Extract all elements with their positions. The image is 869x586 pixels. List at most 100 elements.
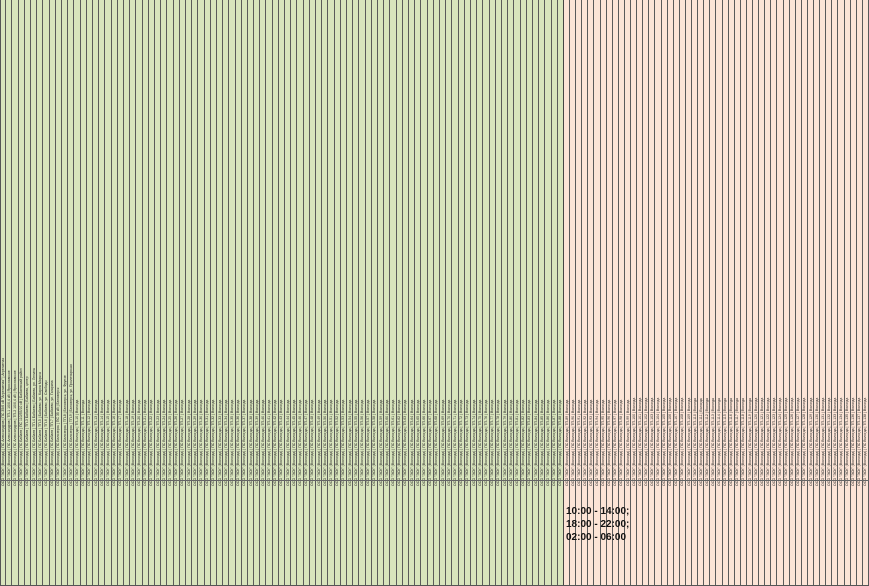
table-row: ООО "ЭСК" (Вологда) | ПС Вологда | ТП-12… — [790, 0, 796, 586]
row-text: ООО "ЭСК" (Вологда) | ПС Вологда | ТП-84… — [533, 399, 538, 486]
table-row: ООО "ЭСК" (Вологда) | ПС Вологда | ТП-27… — [180, 0, 186, 586]
row-text: ООО "ЭСК" (Вологда) | ПС Вологда | ТП-12… — [808, 397, 813, 486]
table-row: ООО "ЭСК" (Вологда) | ПС Вологда | ТП-48… — [310, 0, 317, 586]
table-row: ООО "ЭСК" (Вологда) | ПС Вологда | ТП-61… — [390, 0, 397, 586]
table-row: ООО "ЭСК" (Вологда) | ПС Вологда | ТП-10… — [649, 0, 656, 586]
table-row: ООО "ЭСК" (Вологда) | ПС Вологда | ТП-30… — [198, 0, 205, 586]
table-row: ООО "ЭСК" (Вологда) | ПС Бабаев | ТП-4 Б… — [31, 0, 38, 586]
table-row: ООО "ЭСК" (Вологда) | ПС Вологда | ТП-46… — [297, 0, 304, 586]
table-row: ООО "ЭСК" (Вологда) | ПС Вологда | ТП-90… — [570, 0, 577, 586]
row-text: ООО "ЭСК" (Вологда) | ПС Вологда | ТП-22… — [149, 399, 154, 486]
row-text: ООО "ЭСК" (Вологда) | ПС Вологда | ТП-23… — [155, 399, 160, 486]
row-text: ООО "ЭСК" (Вологда) | ПС Вологда | ТП-83… — [527, 399, 532, 486]
table-row: ООО "ЭСК" (Вологда) | ПС Вологда | ТП-92… — [582, 0, 589, 586]
row-text: ООО "ЭСК" (Вологда) | ПС Вологда | ТП-58… — [372, 399, 377, 486]
row-text: ООО "ЭСК" (Вологда) | ПС Вологда | ТП-34… — [223, 399, 228, 486]
table-row: ООО "ЭСК" (Вологда) | ПС Вологда | ТП-10… — [656, 0, 662, 586]
row-text: ООО "ЭСК" (Вологда) | ПС Вологда | ТП-99… — [625, 399, 630, 486]
table-row: ООО "ЭСК" (Вологда) | ПС Вологда | ТП-13… — [832, 0, 839, 586]
row-text: ООО "ЭСК" (Вологда) | ПС Белозерск | ТП-… — [62, 375, 67, 486]
right-row-group: ООО "ЭСК" (Вологда) | ПС Вологда | ТП-89… — [564, 0, 869, 586]
table-row: ООО "ЭСК" (Вологда) | ПС Вологда | ТП-11… — [704, 0, 711, 586]
table-row: ООО "ЭСК" (Вологда) | ПС Вологда | ТП-60… — [384, 0, 391, 586]
table-row: ООО "ЭСК" (Вологда) | ПС Вологда | ТП-12… — [765, 0, 772, 586]
table-row: ООО "ЭСК" (Вологда) | ПС Вологда | ТП-13… — [839, 0, 845, 586]
shift-time-3: 02:00 - 06:00 — [566, 532, 627, 543]
table-row: ООО "ЭСК" (Вологда) | ПС Вологда | ТП-98… — [619, 0, 625, 586]
table-row: ООО "ЭСК" (Вологда) | ПС Вологда | ТП-80… — [508, 0, 515, 586]
table-row: ООО "ЭСК" (Вологда) | ПС Вологда | ТП-77… — [490, 0, 496, 586]
table-row: ООО "ЭСК" (Вологда) | ПС Вологда | ТП-67… — [428, 0, 434, 586]
table-row: ООО "ЭСК" (Вологда) | ПС Бабаев | ТП-3 Б… — [25, 0, 31, 586]
table-row: ООО "ЭСК" (Вологда) | ПС Бабаев | ТП-5 |… — [37, 0, 44, 586]
row-text: ООО "ЭСК" (Вологда) | ПС Вологда | ТП-10… — [680, 397, 685, 486]
table-row: ООО "ЭСК" (Вологда) | ПС Вологда | ТП-18… — [124, 0, 131, 586]
table-row: ООО "ЭСК" (Вологда) | ПС Вологда | ТП-13… — [845, 0, 851, 586]
table-row: ООО "ЭСК" (Вологда) | ПС Вологда | ТП-25… — [167, 0, 174, 586]
table-row: ООО "ЭСК" (Вологда) | ПС Вологда | ТП-14… — [99, 0, 106, 586]
table-row: ООО "ЭСК" (Вологда) | ПС Вологда | ТП-50… — [322, 0, 329, 586]
table-row: ООО "ЭСК" (Вологда) | ПС Вологда | ТП-10… — [631, 0, 638, 586]
row-text: ООО "ЭСК" (Вологда) | ПС Вологда | ТП-13… — [820, 397, 825, 486]
table-row: ООО "ЭСК" (Вологда) | ПС Вологда | ТП-75… — [477, 0, 484, 586]
table-row: ООО "ЭСК" (Вологда) | ПС Вологда | ТП-16… — [112, 0, 118, 586]
row-text: ООО "ЭСК" (Вологда) | ПС Вологда | ТП-39… — [254, 399, 259, 486]
row-text: ООО "ЭСК" (Вологда) | ПС Вологда | ТП-85… — [539, 399, 544, 486]
left-row-group: ООО "ЭСК" (Вологда) | ПС Александров | П… — [0, 0, 564, 586]
row-text: ООО "ЭСК" (Вологда) | ПС Вологда | ТП-75… — [477, 399, 482, 486]
table-row: ООО "ЭСК" (Вологда) | ПС Вологда | ТП-13… — [857, 0, 863, 586]
row-text: ООО "ЭСК" (Вологда) | ПС Вологда | ТП-11… — [747, 397, 752, 486]
table-row: ООО "ЭСК" (Вологда) | ПС Вологда | ТП-52… — [335, 0, 341, 586]
table-row: ООО "ЭСК" (Вологда) | ПС Вологда | ТП-17… — [118, 0, 124, 586]
table-row: ООО "ЭСК" (Вологда) | ПС Вологда | ТП-35… — [229, 0, 236, 586]
table-row: ООО "ЭСК" (Вологда) | ПС Белозерск | ТП-… — [68, 0, 75, 586]
table-row: ООО "ЭСК" (Вологда) | ПС Вологда | ТП-12… — [759, 0, 766, 586]
table-row: ООО "ЭСК" (Вологда) | ПС Вологда | ТП-11… — [729, 0, 735, 586]
row-text: ООО "ЭСК" (Вологда) | ПС Вологда | ТП-10… — [686, 397, 691, 486]
row-text: ООО "ЭСК" (Вологда) | ПС Вологда | ТП-45… — [291, 399, 296, 486]
table-row: ООО "ЭСК" (Вологда) | ПС Вологда | ТП-94… — [595, 0, 601, 586]
row-text: ООО "ЭСК" (Вологда) | ПС Вологда | ТП-11… — [692, 397, 697, 486]
table-row: ООО "ЭСК" (Вологда) | ПС Вологда | ТП-68… — [434, 0, 441, 586]
row-text: ООО "ЭСК" (Вологда) | ПС Вологда | ТП-92… — [582, 399, 587, 486]
row-text: ООО "ЭСК" (Вологда) | ПС Александров | Т… — [6, 370, 11, 486]
row-text: ООО "ЭСК" (Вологда) | ПС Вологда | ТП-68… — [434, 399, 439, 486]
table-row: ООО "ЭСК" (Вологда) | ПС Вологда | ТП-13… — [826, 0, 833, 586]
row-text: ООО "ЭСК" (Вологда) | ПС Вологда | ТП-13… — [814, 397, 819, 486]
table-row: ООО "ЭСК" (Вологда) | ПС Вологда | ТП-10… — [637, 0, 644, 586]
table-row: ООО "ЭСК" (Вологда) | ПС Вологда | ТП-15… — [105, 0, 112, 586]
row-text: ООО "ЭСК" (Вологда) | ПС Вологда | ТП-43… — [279, 399, 284, 486]
table-row: ООО "ЭСК" (Вологда) | ПС Вологда | ТП-19… — [130, 0, 137, 586]
row-text: ООО "ЭСК" (Вологда) | ПС Вологда | ТП-28… — [186, 399, 191, 486]
table-row: ООО "ЭСК" (Вологда) | ПС Вологда | ТП-11… — [747, 0, 754, 586]
row-text: ООО "ЭСК" (Вологда) | ПС Вологда | ТП-50… — [322, 399, 327, 486]
row-text: ООО "ЭСК" (Вологда) | ПС Вологда | ТП-19… — [130, 399, 135, 486]
row-separator-line — [0, 480, 869, 481]
table-row: ООО "ЭСК" (Вологда) | ПС Вологда | ТП-84… — [533, 0, 540, 586]
table-row: ООО "ЭСК" (Вологда) | ПС Вологда | ТП-13… — [93, 0, 100, 586]
table-row: ООО "ЭСК" (Вологда) | ПС Белозерск | ТП-… — [62, 0, 69, 586]
table-row: ООО "ЭСК" (Вологда) | ПС Вологда | ТП-29… — [192, 0, 199, 586]
table-row: ООО "ЭСК" (Вологда) | ПС Вологда | ТП-40… — [260, 0, 267, 586]
table-row: ООО "ЭСК" (Вологда) | ПС Вологда | ТП-34… — [223, 0, 230, 586]
row-text: ООО "ЭСК" (Вологда) | ПС Вологда | ТП-29… — [192, 399, 197, 486]
row-text: ООО "ЭСК" (Вологда) | ПС Вологда | ТП-10… — [643, 397, 648, 486]
table-row: ООО "ЭСК" (Вологда) | ПС Вологда | ТП-78… — [496, 0, 502, 586]
table-row: ООО "ЭСК" (Вологда) | ПС Вологда | ТП-11… — [741, 0, 747, 586]
table-row: ООО "ЭСК" (Вологда) | ПС Вологда | ТП-10… — [674, 0, 680, 586]
left-rows: ООО "ЭСК" (Вологда) | ПС Александров | П… — [1, 0, 564, 586]
table-row: ООО "ЭСК" (Вологда) | ПС Вологда | ТП-31… — [205, 0, 211, 586]
row-text: ООО "ЭСК" (Вологда) | ПС Вологда | ТП-40… — [260, 399, 265, 486]
table-row: ООО "ЭСК" (Вологда) | ПС Вологда | ТП-13… — [851, 0, 857, 586]
table-row: ООО "ЭСК" (Вологда) | ПС Вологда | ТП-11… — [710, 0, 717, 586]
table-row: ООО "ЭСК" (Вологда) | ПС Вологда | ТП-66… — [421, 0, 428, 586]
table-row: ООО "ЭСК" (Вологда) | ПС Вологда | ТП-53… — [341, 0, 348, 586]
table-row: ООО "ЭСК" (Вологда) | ПС Вологда | ТП-81… — [514, 0, 521, 586]
table-row: ООО "ЭСК" (Вологда) | ПС Вологда | ТП-32… — [211, 0, 217, 586]
table-row: ООО "ЭСК" (Вологда) | ПС Вологда | ТП-11… — [698, 0, 705, 586]
row-text: ООО "ЭСК" (Вологда) | ПС Белозерск | ТП-… — [68, 364, 73, 486]
table-row: ООО "ЭСК" (Вологда) | ПС Вологда | ТП-11… — [717, 0, 723, 586]
table-row: ООО "ЭСК" (Вологда) | ПС Вологда | ТП-13… — [863, 0, 869, 586]
table-row: ООО "ЭСК" (Вологда) | ПС Вологда | ТП-74… — [471, 0, 478, 586]
table-row: ООО "ЭСК" (Вологда) | ПС Вологда | ТП-64… — [409, 0, 416, 586]
